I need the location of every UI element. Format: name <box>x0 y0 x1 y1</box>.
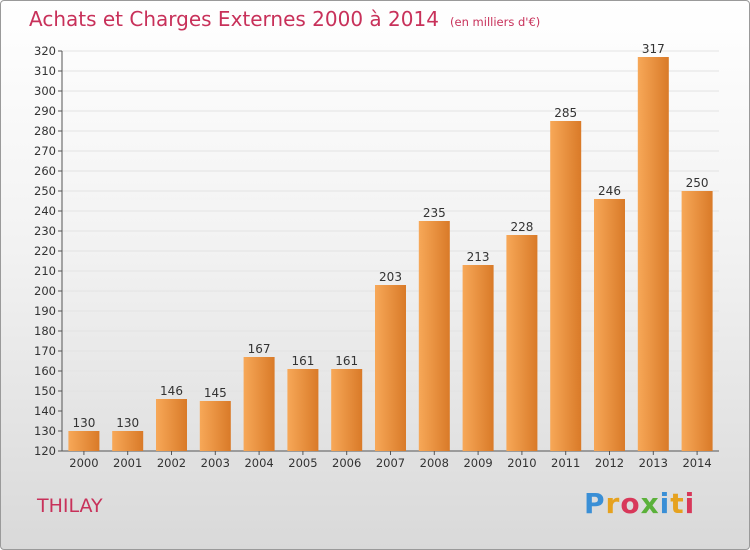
x-tick-label: 2003 <box>201 456 230 470</box>
y-tick-label: 130 <box>34 424 56 438</box>
data-label: 203 <box>379 270 402 284</box>
logo-letter: o <box>620 487 641 520</box>
bar <box>243 357 275 451</box>
y-tick-label: 310 <box>34 64 56 78</box>
y-tick-label: 290 <box>34 104 56 118</box>
x-tick-label: 2004 <box>244 456 273 470</box>
data-label: 246 <box>598 184 621 198</box>
bar <box>418 221 450 451</box>
x-tick-label: 2000 <box>69 456 98 470</box>
y-tick-label: 300 <box>34 84 56 98</box>
logo-letter: r <box>605 487 621 520</box>
x-tick-label: 2012 <box>595 456 624 470</box>
logo-letter: x <box>640 487 660 520</box>
chart-title: Achats et Charges Externes 2000 à 2014 (… <box>29 7 540 31</box>
x-tick-label: 2001 <box>113 456 142 470</box>
bar <box>375 285 406 451</box>
data-label: 130 <box>72 416 95 430</box>
y-tick-label: 280 <box>34 124 56 138</box>
bar <box>331 369 363 451</box>
y-tick-label: 210 <box>34 264 56 278</box>
bar <box>462 265 494 451</box>
y-tick-label: 120 <box>34 444 56 458</box>
bar <box>112 431 144 451</box>
x-tick-label: 2002 <box>157 456 186 470</box>
y-tick-label: 150 <box>34 384 56 398</box>
bar <box>199 401 231 451</box>
y-tick-label: 270 <box>34 144 56 158</box>
y-tick-label: 260 <box>34 164 56 178</box>
data-label: 167 <box>248 342 271 356</box>
y-tick-label: 320 <box>34 44 56 58</box>
data-label: 213 <box>467 250 490 264</box>
bar <box>637 57 669 451</box>
y-tick-label: 170 <box>34 344 56 358</box>
data-label: 161 <box>335 354 358 368</box>
proxiti-logo: Proxiti <box>584 487 695 520</box>
y-tick-label: 140 <box>34 404 56 418</box>
y-tick-label: 180 <box>34 324 56 338</box>
y-tick-label: 200 <box>34 284 56 298</box>
y-tick-label: 230 <box>34 224 56 238</box>
data-label: 146 <box>160 384 183 398</box>
x-tick-label: 2014 <box>682 456 711 470</box>
bar <box>594 199 625 451</box>
x-tick-label: 2008 <box>420 456 449 470</box>
x-tick-label: 2005 <box>288 456 317 470</box>
logo-letter: i <box>659 487 671 520</box>
x-tick-label: 2009 <box>463 456 492 470</box>
x-tick-label: 2011 <box>551 456 580 470</box>
y-tick-label: 240 <box>34 204 56 218</box>
x-tick-label: 2006 <box>332 456 361 470</box>
data-labels: 130 130 146 145 167 161 161 203 235 213 228 285 246 3… <box>72 42 708 430</box>
bar <box>550 121 582 451</box>
y-tick-label: 220 <box>34 244 56 258</box>
y-tick-label: 160 <box>34 364 56 378</box>
bar <box>287 369 319 451</box>
bars <box>68 57 713 451</box>
x-tick-label: 2013 <box>639 456 668 470</box>
bar <box>681 191 713 451</box>
title-unit: (en milliers d'€) <box>450 15 541 29</box>
logo-letter: P <box>584 487 606 520</box>
bar <box>156 399 187 451</box>
data-label: 161 <box>291 354 314 368</box>
bar <box>68 431 100 451</box>
y-tick-label: 250 <box>34 184 56 198</box>
logo-letter: i <box>684 487 696 520</box>
x-tick-label: 2007 <box>376 456 405 470</box>
data-label: 228 <box>510 220 533 234</box>
data-label: 145 <box>204 386 227 400</box>
y-tick-label: 190 <box>34 304 56 318</box>
data-label: 285 <box>554 106 577 120</box>
data-label: 235 <box>423 206 446 220</box>
title-main: Achats et Charges Externes 2000 à 2014 <box>29 7 439 31</box>
commune-name: THILAY <box>37 495 103 517</box>
x-tick-label: 2010 <box>507 456 536 470</box>
bar <box>506 235 538 451</box>
data-label: 317 <box>642 42 665 56</box>
data-label: 130 <box>116 416 139 430</box>
data-label: 250 <box>686 176 709 190</box>
logo-letter: t <box>670 487 685 520</box>
